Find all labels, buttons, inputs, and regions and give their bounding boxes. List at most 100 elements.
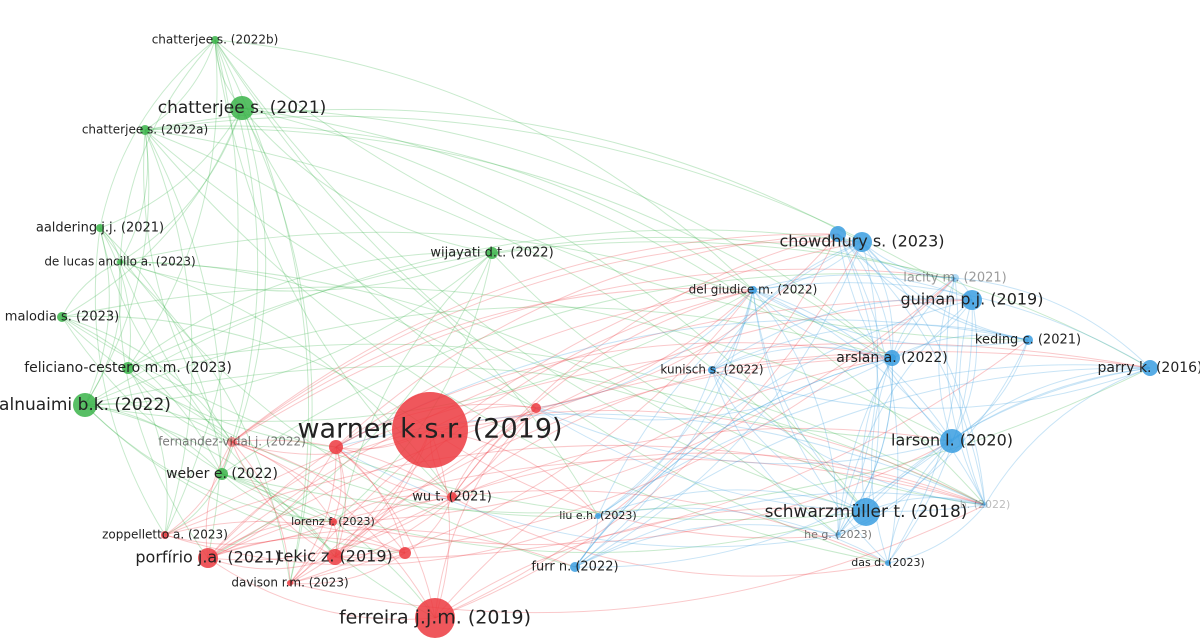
edge	[241, 107, 313, 584]
edge	[332, 446, 342, 523]
edge	[119, 261, 537, 409]
edge	[214, 39, 867, 513]
node-label: larson l. (2020)	[891, 431, 1013, 450]
edge	[711, 324, 1029, 371]
edges	[61, 39, 1151, 620]
edge	[207, 556, 336, 570]
edge	[429, 429, 839, 539]
node	[287, 580, 293, 586]
node-label: he g. (2023)	[804, 528, 872, 541]
edge	[164, 473, 223, 536]
edge	[951, 299, 978, 442]
edge	[289, 521, 334, 584]
node	[486, 247, 498, 259]
edge	[887, 277, 959, 564]
edge	[711, 289, 754, 371]
edge	[429, 289, 754, 431]
edge	[289, 407, 537, 584]
node-label: schwarzmüller t. (2018)	[765, 502, 968, 522]
node-label: feliciano-cestero m.m. (2023)	[24, 360, 232, 376]
edge	[99, 227, 233, 443]
edge	[951, 367, 1151, 442]
edge	[535, 407, 953, 465]
edge	[451, 233, 839, 498]
edge	[84, 227, 110, 406]
edge	[127, 367, 233, 443]
edge	[84, 129, 150, 406]
edge	[837, 233, 1029, 341]
edge	[144, 129, 599, 517]
node-label: wijayati d.t. (2022)	[430, 246, 553, 261]
edge	[289, 241, 863, 584]
edge	[99, 107, 243, 229]
edge	[289, 504, 986, 614]
edge	[837, 233, 953, 442]
edge	[861, 241, 1029, 341]
edge	[221, 473, 867, 554]
edge	[231, 268, 956, 443]
edge	[207, 351, 1151, 559]
edge	[861, 241, 894, 359]
edge	[207, 299, 973, 559]
edge	[887, 504, 986, 564]
edge	[711, 298, 973, 371]
edge	[334, 289, 754, 558]
edge	[752, 289, 986, 506]
edge	[535, 233, 839, 409]
edge	[574, 440, 953, 568]
node	[57, 312, 67, 322]
edge	[335, 446, 436, 619]
edge	[221, 473, 336, 558]
edge	[954, 277, 1151, 369]
edge	[574, 299, 973, 568]
node-label: b. (2022)	[960, 498, 1011, 511]
edge	[144, 127, 893, 359]
edge	[99, 227, 223, 475]
edge	[118, 261, 209, 559]
edge	[938, 277, 956, 442]
edge	[164, 441, 233, 536]
edge	[887, 440, 953, 564]
edge	[837, 233, 893, 359]
edge	[207, 557, 436, 620]
node-label: arslan a. (2022)	[836, 350, 947, 366]
node	[392, 392, 468, 468]
edge	[207, 458, 986, 559]
edge	[61, 316, 233, 443]
edge	[221, 473, 334, 523]
node-label: aaldering j.j. (2021)	[36, 221, 164, 236]
edge	[434, 507, 867, 619]
edge	[144, 129, 889, 564]
edge	[84, 229, 863, 406]
edge	[574, 357, 893, 568]
edge	[334, 446, 346, 558]
edge	[99, 227, 131, 369]
edge	[221, 473, 436, 619]
edge	[451, 407, 537, 498]
edge	[164, 521, 334, 545]
node-label: porfírio j.a. (2021)	[135, 548, 280, 567]
edge	[752, 289, 893, 359]
edge	[144, 108, 863, 243]
edge	[84, 306, 893, 406]
edge	[861, 357, 893, 513]
node	[749, 286, 757, 294]
node	[1142, 360, 1158, 376]
edge	[451, 452, 986, 506]
edge	[434, 241, 863, 619]
edge	[127, 343, 986, 506]
edge	[127, 241, 956, 369]
edge	[221, 107, 267, 475]
node	[852, 232, 872, 252]
node-label: guinan p.j. (2019)	[901, 290, 1044, 309]
node	[570, 562, 580, 572]
edge	[837, 440, 953, 536]
edge	[752, 282, 1151, 369]
edge	[119, 261, 839, 536]
edge	[144, 39, 216, 131]
node	[216, 468, 228, 480]
edge	[335, 233, 839, 448]
edge	[241, 107, 986, 506]
node	[595, 513, 601, 519]
edge	[127, 39, 218, 369]
